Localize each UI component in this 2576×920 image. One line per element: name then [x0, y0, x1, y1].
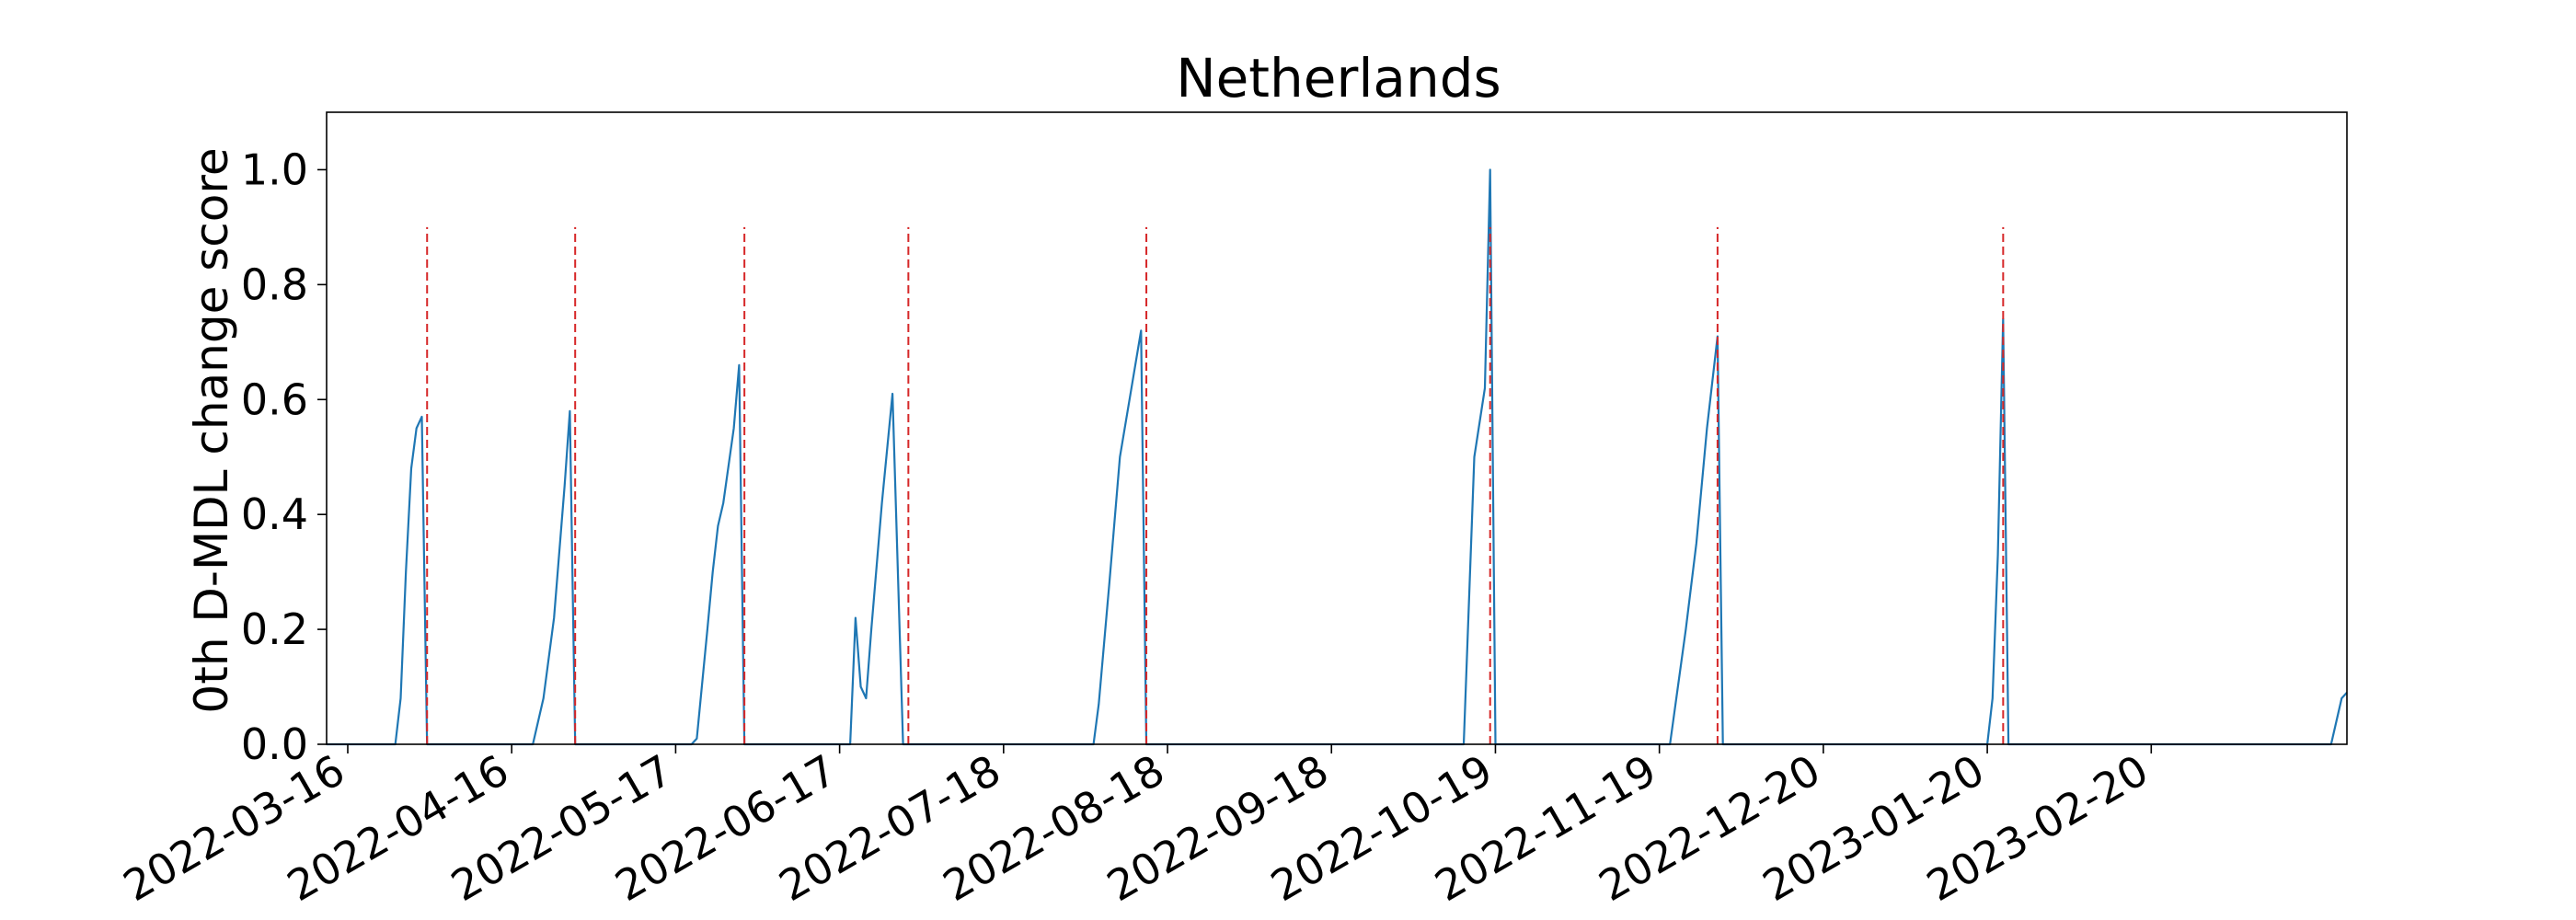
y-tick-label: 1.0: [241, 144, 308, 194]
y-axis-label: 0th D-MDL change score: [185, 147, 238, 713]
chart-title: Netherlands: [1176, 47, 1501, 109]
y-tick-label: 0.0: [241, 719, 308, 769]
y-axis: 0.0 0.2 0.4 0.6 0.8 1.0: [241, 144, 327, 769]
plot-area: [327, 168, 2348, 746]
y-tick-label: 0.2: [241, 604, 308, 654]
series-line-0: [327, 168, 2348, 746]
y-tick-label: 0.8: [241, 259, 308, 309]
change-point-markers: [426, 226, 2005, 744]
x-axis: 2022-03-162022-04-162022-05-172022-06-17…: [115, 744, 2156, 911]
y-tick-label: 0.4: [241, 489, 308, 539]
y-tick-label: 0.6: [241, 374, 308, 424]
plot-frame: [326, 111, 2348, 745]
